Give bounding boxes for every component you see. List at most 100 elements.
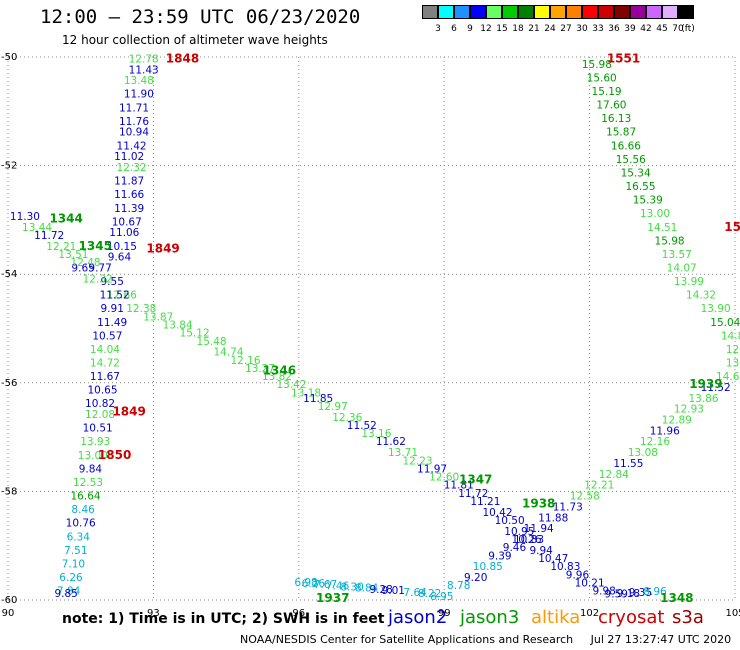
- wave-height-label: 11.52: [100, 290, 130, 302]
- pass-time-label: 1346: [263, 364, 296, 378]
- wave-height-label: 10.94: [119, 127, 149, 139]
- wave-height-label: 13.99: [674, 276, 704, 288]
- wave-height-label: 10.83: [550, 561, 580, 573]
- y-tick-label: -58: [1, 486, 17, 497]
- color-scale-swatch: [550, 5, 566, 19]
- color-scale-label: 6: [451, 24, 457, 34]
- color-scale-label: 33: [592, 24, 604, 34]
- wave-height-label: 12.48: [71, 257, 101, 269]
- wave-height-label: 10.47: [538, 553, 568, 565]
- wave-height-label: 12.36: [332, 412, 362, 424]
- wave-height-label: 12.84: [599, 469, 629, 481]
- wave-height-label: 9.35: [629, 587, 652, 599]
- pass-time-label: 15: [724, 220, 740, 234]
- color-scale-label: 45: [656, 24, 668, 34]
- color-scale-label: 18: [512, 24, 524, 34]
- wave-height-label: 11.94: [524, 523, 554, 535]
- wave-height-label: 9.20: [464, 572, 487, 584]
- wave-height-label: 12.66: [107, 290, 137, 302]
- color-scale-label: 70: [672, 24, 684, 34]
- wave-height-label: 13: [726, 358, 739, 370]
- pass-time-label: 1849: [146, 241, 179, 255]
- wave-height-label: 12.16: [640, 436, 670, 448]
- color-scale-swatch: [678, 5, 694, 19]
- wave-height-label: 8.22: [418, 588, 441, 600]
- wave-height-label: 17.60: [596, 100, 626, 112]
- color-scale-swatch: [614, 5, 630, 19]
- wave-height-label: 9.65: [71, 262, 94, 274]
- wave-height-label: 13.87: [143, 311, 173, 323]
- x-tick-label: 93: [147, 608, 160, 619]
- color-scale-unit: (ft): [681, 24, 695, 34]
- wave-height-label: 11.43: [129, 64, 159, 76]
- wave-height-label: 16.66: [611, 140, 641, 152]
- wave-height-label: 10.82: [85, 398, 115, 410]
- page-subtitle: 12 hour collection of altimeter wave hei…: [62, 33, 328, 47]
- wave-height-label: 9.28: [369, 584, 392, 596]
- color-scale-swatch: [518, 5, 534, 19]
- wave-height-label: 11.62: [376, 436, 406, 448]
- color-scale-label: 3: [435, 24, 441, 34]
- wave-height-label: 11.52: [347, 420, 377, 432]
- wave-height-label: 9.85: [54, 588, 77, 600]
- wave-height-label: 9.01: [382, 585, 405, 597]
- wave-height-label: 11.30: [10, 211, 40, 223]
- wave-height-label: 11.72: [458, 488, 488, 500]
- x-tick-label: 105: [725, 608, 740, 619]
- color-scale-swatch: [486, 5, 502, 19]
- color-scale-swatch: [566, 5, 582, 19]
- wave-height-label: 11.90: [124, 89, 154, 101]
- wave-height-label: 9.18: [617, 588, 640, 600]
- wave-height-label: 10.15: [107, 241, 137, 253]
- wave-height-label: 15.19: [592, 86, 622, 98]
- wave-height-label: 6.98: [294, 577, 317, 589]
- wave-height-label: 10.57: [92, 330, 122, 342]
- color-scale-label: 30: [576, 24, 588, 34]
- wave-height-label: 14.51: [647, 222, 677, 234]
- wave-height-label: 7.46: [326, 580, 350, 592]
- pass-time-label: 1348: [660, 591, 693, 605]
- legend-item-jason2: jason2: [388, 607, 448, 628]
- wave-height-label: 15.98: [582, 59, 612, 71]
- wave-height-label: 9.46: [503, 542, 527, 554]
- wave-height-label: 8.96: [643, 586, 667, 598]
- wave-height-label: 8.78: [447, 580, 470, 592]
- wave-height-label: 11.66: [114, 189, 144, 201]
- time-labels: 1848 1344 1345 1849 1346 1849 1850 1347 1938 1348…: [49, 51, 740, 605]
- color-scale-label: 39: [624, 24, 636, 34]
- color-scale-swatch: [502, 5, 518, 19]
- wave-height-label: 13.57: [662, 249, 692, 261]
- wave-height-label: 14.74: [213, 347, 243, 359]
- pass-time-label: 1344: [49, 212, 82, 226]
- wave-height-label: 11.85: [303, 393, 333, 405]
- wave-height-label: 7.10: [62, 558, 85, 570]
- wave-height-label: 12.78: [129, 53, 159, 65]
- wave-height-label: 12.89: [662, 415, 692, 427]
- color-scale-swatch: [422, 5, 438, 19]
- pass-time-label: 1938: [522, 497, 555, 511]
- wave-height-label: 15.12: [180, 328, 210, 340]
- x-tick-label: 102: [580, 608, 599, 619]
- wave-height-label: 11.76: [119, 116, 149, 128]
- wave-height-label: 11.55: [613, 458, 643, 470]
- color-scale-swatch: [470, 5, 486, 19]
- wave-height-label: 11.88: [538, 512, 568, 524]
- wave-height-label: 9.98: [592, 586, 615, 598]
- wave-height-label: 9.96: [566, 569, 590, 581]
- wave-height-label: 15.34: [621, 167, 651, 179]
- y-tick-label: -56: [1, 378, 17, 389]
- wave-height-label: 9.59: [605, 588, 628, 600]
- x-tick-label: 90: [2, 608, 15, 619]
- credit-line: NOAA/NESDIS Center for Satellite Applica…: [240, 633, 732, 646]
- wave-height-label: 11.21: [470, 496, 500, 508]
- grid-lines: [7, 56, 736, 601]
- wave-height-label: 10.50: [495, 515, 525, 527]
- y-tick-label: -60: [1, 595, 17, 606]
- wave-height-label: 13.27: [245, 363, 275, 375]
- wave-height-label: 11.73: [553, 501, 583, 513]
- wave-height-label: 11.52: [701, 382, 731, 394]
- y-tick-label: -54: [1, 269, 17, 280]
- color-scale-swatch: [454, 5, 470, 19]
- wave-height-label: 6.34: [67, 531, 91, 543]
